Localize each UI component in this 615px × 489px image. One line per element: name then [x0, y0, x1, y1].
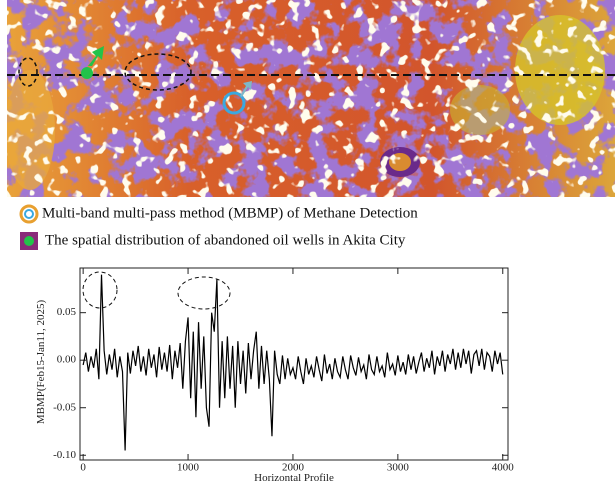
x-tick-label: 4000 [492, 462, 515, 474]
page: {"legend": [ {"label": "Multi-band multi… [0, 0, 615, 489]
y-axis-title: MBMP(Feb15-Jan11, 2025) [35, 300, 47, 425]
chart: Horizontal Profile MBMP(Feb15-Jan11, 202… [35, 268, 514, 484]
y-tick-label: 0.05 [57, 306, 77, 318]
x-tick-label: 0 [80, 462, 86, 474]
annotation-ellipse [83, 272, 117, 308]
legend: Multi-band multi-pass method (MBMP) of M… [20, 205, 418, 250]
legend-icon [25, 210, 33, 218]
y-tick-label: -0.05 [53, 401, 76, 413]
legend-label: Multi-band multi-pass method (MBMP) of M… [42, 205, 418, 221]
data-line [83, 275, 503, 451]
x-tick-label: 2000 [282, 462, 305, 474]
legend-label: The spatial distribution of abandoned oi… [45, 232, 406, 248]
x-tick-label: 1000 [177, 462, 200, 474]
figure: Multi-band multi-pass method (MBMP) of M… [0, 0, 615, 484]
x-axis-title: Horizontal Profile [254, 472, 334, 484]
y-tick-label: -0.10 [53, 449, 76, 461]
x-tick-label: 3000 [387, 462, 410, 474]
y-tick-label: 0.00 [57, 354, 77, 366]
annotation-ellipse [178, 277, 230, 309]
legend-icon [24, 236, 34, 246]
satellite-image [5, 0, 615, 197]
